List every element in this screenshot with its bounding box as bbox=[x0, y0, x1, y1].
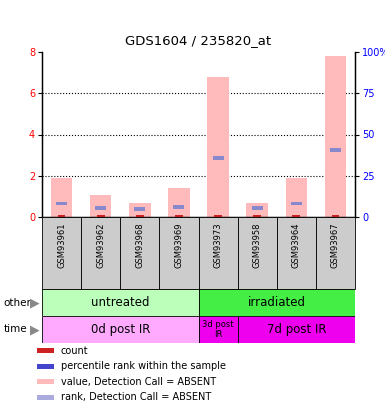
Bar bbox=[42, 316, 199, 343]
Bar bbox=[331, 215, 339, 217]
Bar bbox=[134, 207, 145, 211]
Bar bbox=[58, 215, 65, 217]
Bar bbox=[207, 77, 229, 217]
Bar bbox=[286, 178, 307, 217]
Bar bbox=[213, 156, 224, 160]
Bar bbox=[330, 148, 341, 152]
Bar bbox=[37, 395, 55, 400]
Bar bbox=[42, 217, 81, 289]
Bar bbox=[37, 364, 55, 369]
Bar bbox=[316, 217, 355, 289]
Bar bbox=[42, 289, 199, 316]
Text: rank, Detection Call = ABSENT: rank, Detection Call = ABSENT bbox=[61, 392, 211, 402]
Text: count: count bbox=[61, 346, 89, 356]
Text: GSM93962: GSM93962 bbox=[96, 223, 105, 268]
Bar bbox=[129, 202, 151, 217]
Bar bbox=[292, 215, 300, 217]
Bar bbox=[277, 217, 316, 289]
Bar bbox=[291, 202, 302, 205]
Text: percentile rank within the sample: percentile rank within the sample bbox=[61, 361, 226, 371]
Bar bbox=[120, 217, 159, 289]
Bar bbox=[95, 206, 106, 209]
Bar bbox=[159, 217, 199, 289]
Text: GDS1604 / 235820_at: GDS1604 / 235820_at bbox=[126, 34, 271, 47]
Bar bbox=[238, 217, 277, 289]
Text: irradiated: irradiated bbox=[248, 296, 306, 309]
Text: ▶: ▶ bbox=[30, 323, 40, 336]
Text: GSM93964: GSM93964 bbox=[292, 223, 301, 268]
Bar bbox=[90, 195, 111, 217]
Text: untreated: untreated bbox=[91, 296, 149, 309]
Bar bbox=[136, 215, 144, 217]
Bar bbox=[81, 217, 120, 289]
Bar bbox=[51, 178, 72, 217]
Text: ▶: ▶ bbox=[30, 296, 40, 309]
Text: time: time bbox=[4, 324, 27, 335]
Text: 3d post
IR: 3d post IR bbox=[202, 320, 234, 339]
Text: GSM93968: GSM93968 bbox=[135, 223, 144, 269]
Text: other: other bbox=[4, 298, 32, 307]
Bar bbox=[56, 202, 67, 205]
Bar bbox=[238, 316, 355, 343]
Bar bbox=[37, 379, 55, 384]
Bar bbox=[199, 289, 355, 316]
Text: GSM93958: GSM93958 bbox=[253, 223, 262, 268]
Bar bbox=[253, 215, 261, 217]
Bar bbox=[214, 215, 222, 217]
Bar bbox=[174, 205, 184, 209]
Bar bbox=[37, 348, 55, 353]
Bar bbox=[252, 206, 263, 209]
Text: GSM93969: GSM93969 bbox=[174, 223, 183, 268]
Bar bbox=[168, 188, 190, 217]
Bar bbox=[97, 215, 105, 217]
Bar bbox=[325, 56, 346, 217]
Text: GSM93973: GSM93973 bbox=[214, 223, 223, 269]
Text: 7d post IR: 7d post IR bbox=[266, 323, 326, 336]
Text: GSM93967: GSM93967 bbox=[331, 223, 340, 269]
Text: 0d post IR: 0d post IR bbox=[90, 323, 150, 336]
Text: GSM93961: GSM93961 bbox=[57, 223, 66, 268]
Bar bbox=[199, 217, 238, 289]
Bar bbox=[199, 316, 238, 343]
Bar bbox=[175, 215, 183, 217]
Bar bbox=[246, 202, 268, 217]
Text: value, Detection Call = ABSENT: value, Detection Call = ABSENT bbox=[61, 377, 216, 387]
